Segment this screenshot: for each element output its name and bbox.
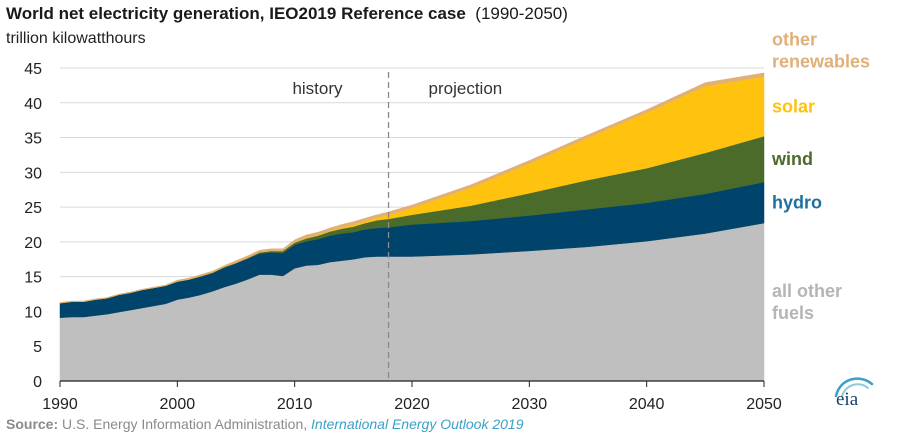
y-tick-label: 5 <box>33 339 42 356</box>
x-tick-label: 2050 <box>746 396 782 413</box>
y-tick-label: 30 <box>24 165 42 182</box>
y-axis-unit-label: trillion kilowatthours <box>6 30 146 47</box>
area-series <box>59 72 765 382</box>
x-tick-label: 2030 <box>512 396 548 413</box>
series-label-wind: wind <box>771 149 813 169</box>
x-tick-label: 2040 <box>629 396 665 413</box>
eia-logo-text: eia <box>836 389 859 408</box>
chart-title: World net electricity generation, IEO201… <box>6 4 568 24</box>
chart-title-text: World net electricity generation, IEO201… <box>6 4 466 23</box>
area-other-renewables <box>59 72 765 304</box>
y-tick-label: 40 <box>24 96 42 113</box>
series-label-other-renewables: renewables <box>772 52 870 72</box>
series-label-solar: solar <box>772 96 815 116</box>
source-publication-link[interactable]: International Energy Outlook 2019 <box>311 416 524 432</box>
x-tick-label: 2000 <box>160 396 196 413</box>
x-tick-label: 2010 <box>277 396 313 413</box>
eia-logo-arc-inner <box>841 383 869 397</box>
projection-label: projection <box>429 79 503 98</box>
series-label-hydro: hydro <box>772 193 822 213</box>
chart-title-range: (1990-2050) <box>475 4 568 23</box>
history-projection-divider: history projection <box>292 72 502 381</box>
eia-logo: eia <box>834 377 874 408</box>
y-tick-label: 35 <box>24 131 42 148</box>
y-tick-label: 45 <box>24 61 42 78</box>
x-tick-label: 2020 <box>394 396 430 413</box>
eia-logo-arc <box>834 377 874 398</box>
source-note: Source: U.S. Energy Information Administ… <box>6 416 524 432</box>
x-tick-label: 1990 <box>42 396 78 413</box>
axes: 0 5 10 15 20 25 30 35 40 45 1990 2000 2010 2020 2030 20… <box>24 61 782 413</box>
y-tick-label: 25 <box>24 200 42 217</box>
y-tick-label: 15 <box>24 270 42 287</box>
y-tick-label: 0 <box>33 374 42 391</box>
series-label-other-renewables: other <box>772 30 817 50</box>
series-label-all-other-fuels: all other <box>772 281 842 301</box>
history-label: history <box>292 79 343 98</box>
y-tick-label: 20 <box>24 235 42 252</box>
source-org: U.S. Energy Information Administration, <box>62 416 308 432</box>
source-label: Source: <box>6 416 59 432</box>
y-tick-label: 10 <box>24 304 42 321</box>
series-label-all-other-fuels: fuels <box>772 303 814 323</box>
